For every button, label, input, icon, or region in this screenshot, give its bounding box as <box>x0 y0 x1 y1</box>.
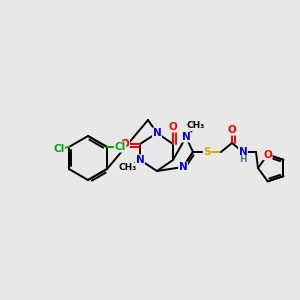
Text: S: S <box>203 147 211 157</box>
Text: Cl: Cl <box>53 144 64 154</box>
Text: N: N <box>238 147 247 157</box>
Text: N: N <box>153 128 161 138</box>
Text: N: N <box>178 162 188 172</box>
Text: O: O <box>169 122 177 132</box>
Text: H: H <box>239 154 247 164</box>
Text: O: O <box>263 150 272 160</box>
Text: CH₃: CH₃ <box>187 122 205 130</box>
Text: O: O <box>121 139 129 149</box>
Text: Cl: Cl <box>114 142 126 152</box>
Text: O: O <box>228 125 236 135</box>
Text: CH₃: CH₃ <box>119 164 137 172</box>
Text: N: N <box>136 155 144 165</box>
Text: N: N <box>182 132 190 142</box>
